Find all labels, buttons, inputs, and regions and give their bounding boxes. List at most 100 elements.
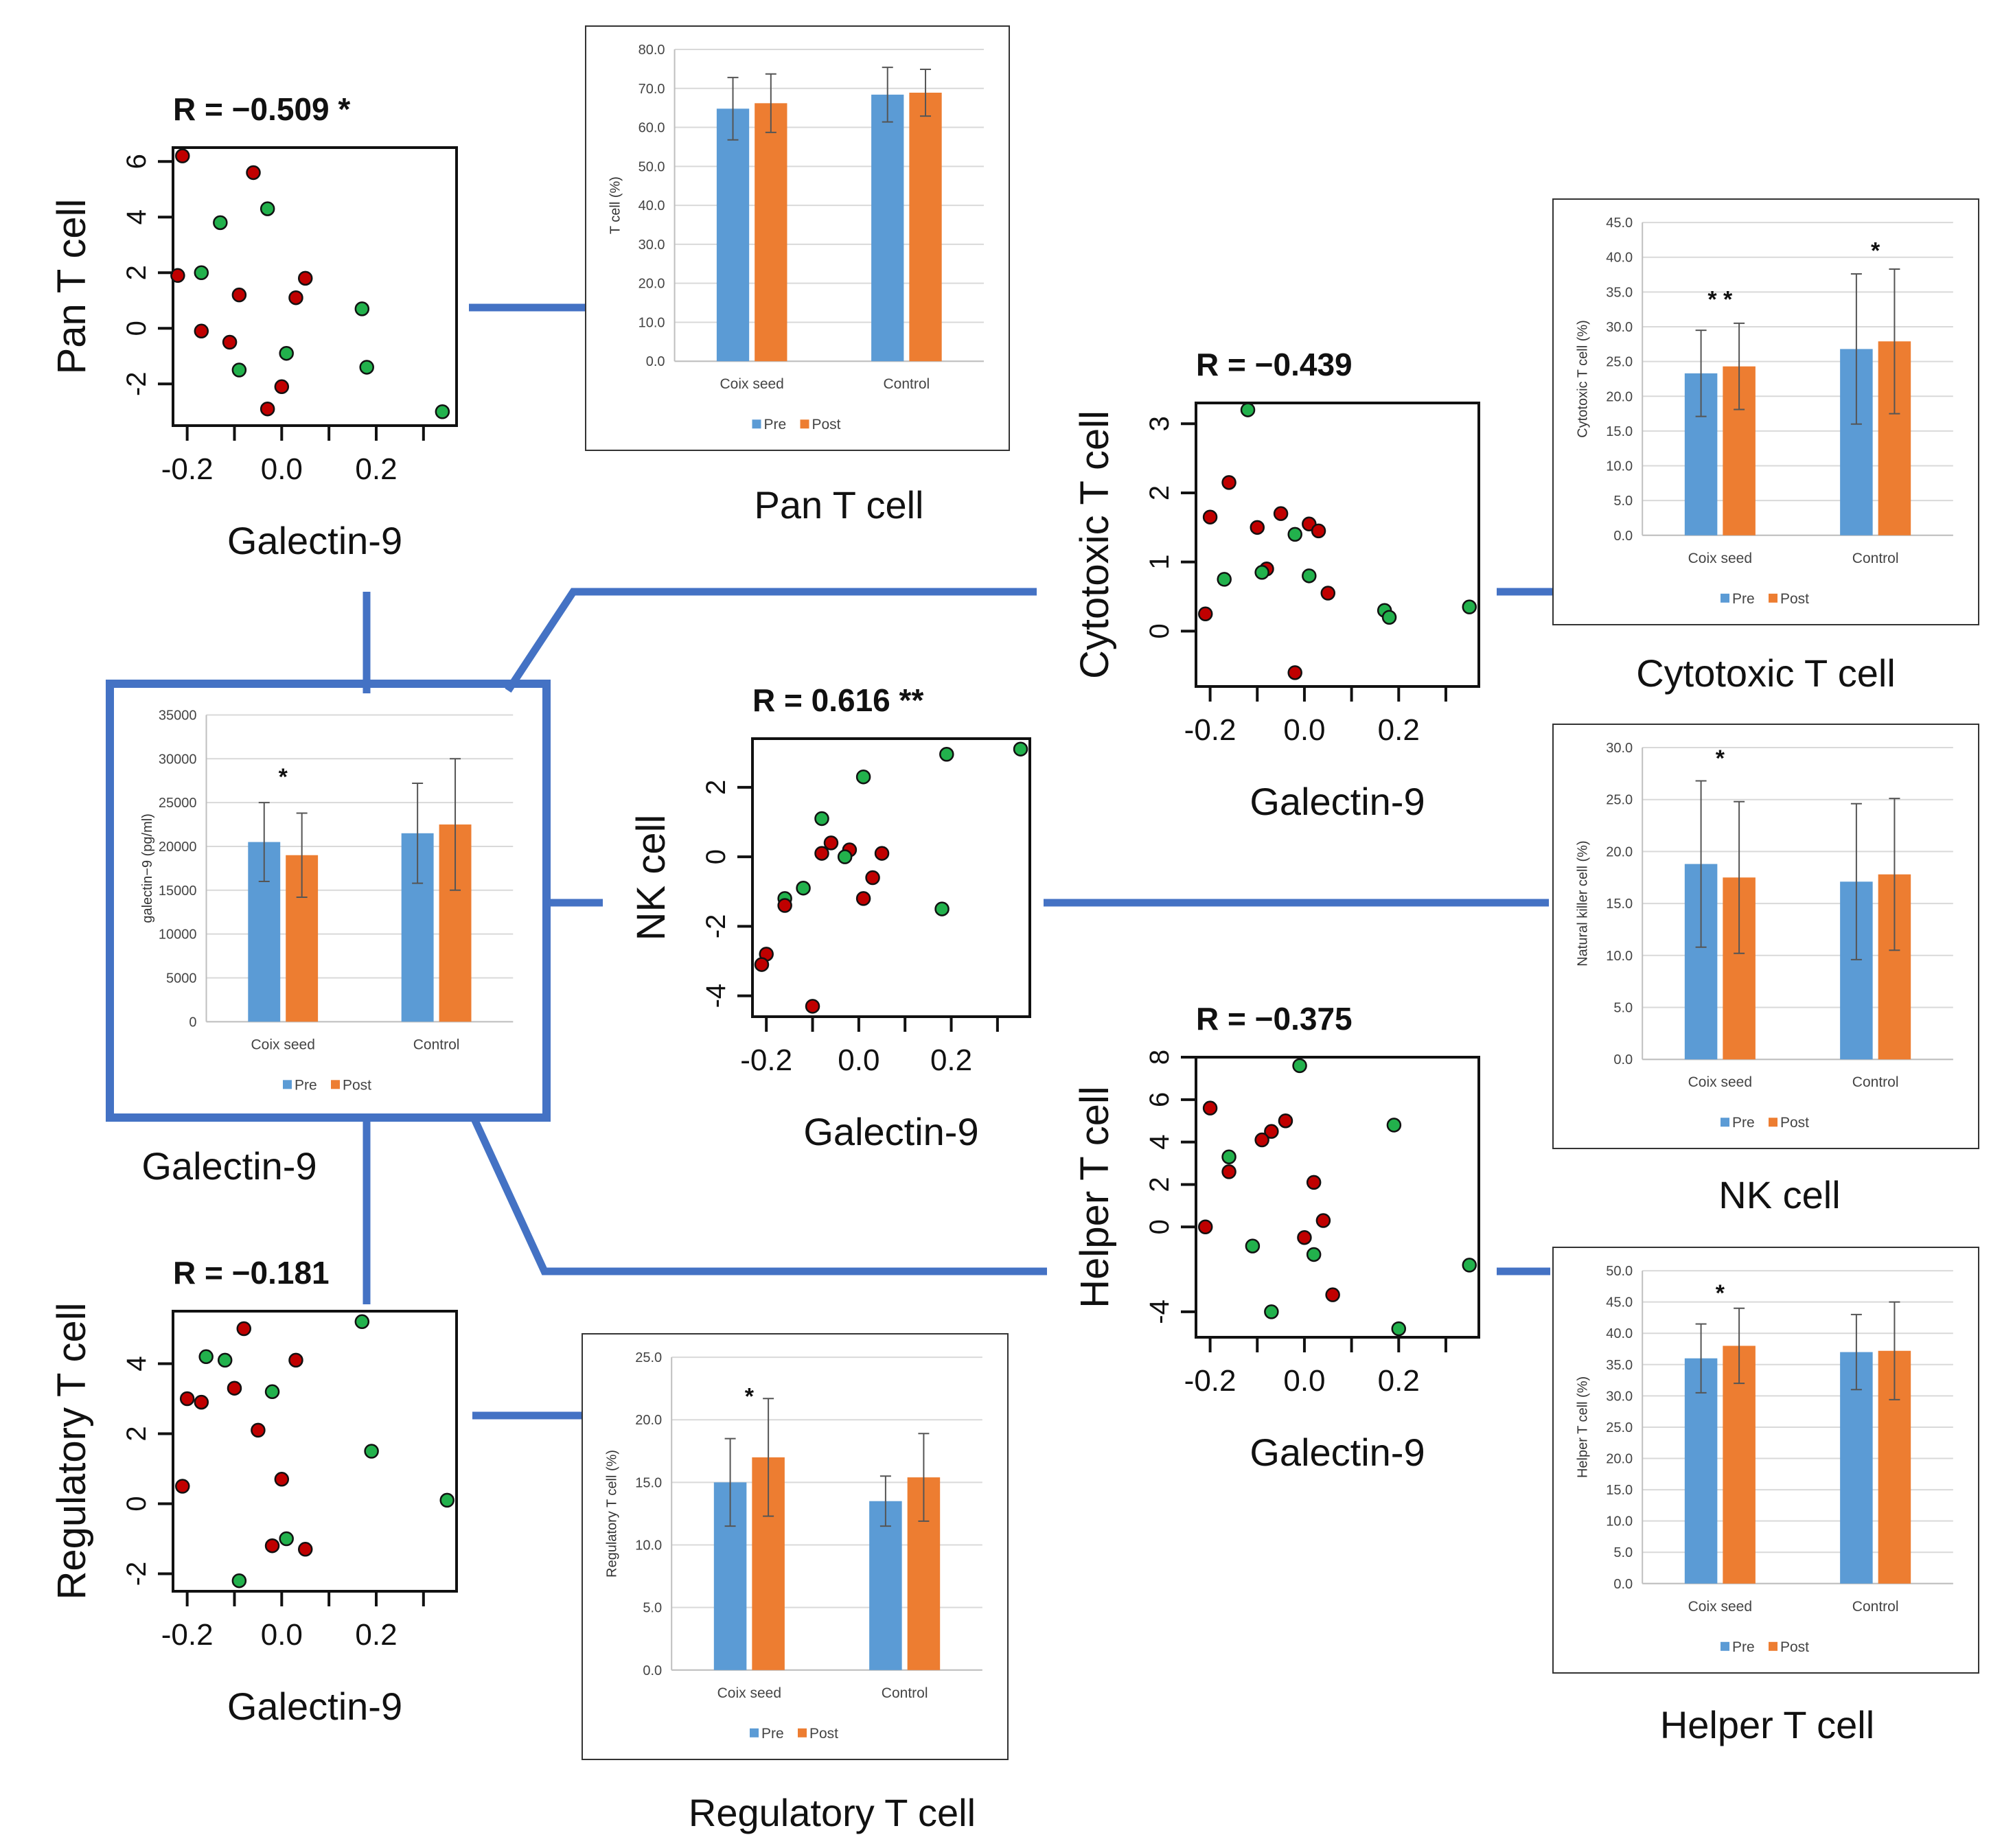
y-axis-label: Helper T cell (1072, 1086, 1117, 1308)
x-tick-label: 0.0 (838, 1043, 879, 1077)
data-point-green (934, 901, 950, 916)
data-point-red (1311, 523, 1326, 539)
x-tick-label: -0.2 (1184, 1364, 1236, 1398)
data-point-red (264, 1538, 280, 1554)
y-tick-label: 70.0 (638, 82, 665, 97)
data-point-red (297, 270, 313, 286)
data-point-green (796, 880, 811, 896)
plot-frame (172, 1310, 458, 1593)
data-point-red (1202, 509, 1218, 524)
data-point-green (1264, 1304, 1279, 1319)
y-tick-label: 40.0 (638, 198, 665, 213)
y-tick-label: 0 (122, 1496, 152, 1511)
y-tick-label: 15.0 (1606, 424, 1633, 439)
data-point-red (194, 323, 209, 339)
data-point-green (1381, 610, 1397, 625)
connectors (363, 303, 1553, 1420)
data-point-green (1254, 565, 1269, 580)
significance-marker: * (1716, 1280, 1725, 1306)
data-point-green (260, 201, 275, 216)
y-tick-label: 10000 (159, 927, 197, 943)
x-tick-label: 0.0 (261, 1618, 303, 1652)
data-point-green (1462, 599, 1477, 614)
data-point-red (855, 891, 871, 906)
y-tick-label: 25000 (159, 796, 197, 811)
y-tick-label: 0.0 (1613, 529, 1633, 544)
y-tick-label: 10.0 (1606, 459, 1633, 474)
y-tick-label: 6 (122, 154, 152, 169)
y-tick-label: 30.0 (638, 238, 665, 253)
legend-label-post: Post (343, 1077, 371, 1093)
data-point-red (260, 401, 275, 417)
data-point-green (194, 265, 209, 280)
data-point-green (837, 849, 853, 864)
x-category-label: Control (413, 1037, 460, 1052)
data-point-red (1264, 1124, 1279, 1139)
legend-swatch-post (1769, 593, 1777, 603)
y-tick-label: 6 (1144, 1092, 1175, 1107)
x-axis-label: Galectin-9 (227, 1685, 402, 1728)
y-tick-label: 20000 (159, 840, 197, 855)
data-point-green (231, 1573, 247, 1589)
y-tick-label: 0.0 (643, 1663, 662, 1678)
data-point-green (1013, 741, 1028, 756)
data-point-red (754, 957, 770, 972)
y-axis-label: Cytotoxic T cell (%) (1576, 320, 1591, 438)
bar-post (1723, 1345, 1756, 1584)
scatter-panel-nk: -0.2 0.0 0.2 -4 -2 0 2 R = 0.616 ** Galectin-9 NK… (629, 682, 1031, 1153)
data-point-red (297, 1542, 313, 1557)
caption-regulatory-t: Regulatory T cell (689, 1791, 976, 1834)
y-tick-label: 2 (122, 265, 152, 280)
y-tick-label: 5.0 (643, 1601, 662, 1616)
legend-swatch-post (800, 419, 809, 429)
y-tick-label: 2 (701, 780, 731, 795)
y-tick-label: 25.0 (1606, 1420, 1633, 1435)
x-tick-label: -0.2 (1184, 713, 1236, 747)
data-point-green (814, 811, 829, 827)
legend-swatch-post (331, 1080, 340, 1089)
y-tick-label: 35000 (159, 708, 197, 723)
y-tick-label: 25.0 (635, 1350, 662, 1365)
y-tick-label: -4 (1144, 1300, 1175, 1324)
y-tick-label: 20.0 (635, 1413, 662, 1428)
x-category-label: Control (1852, 1599, 1899, 1615)
y-tick-label: 0 (189, 1015, 196, 1030)
data-point-green (1287, 527, 1302, 542)
legend-swatch-post (798, 1728, 807, 1737)
data-point-green (364, 1444, 379, 1459)
data-point-red (777, 898, 792, 913)
data-point-red (1202, 1100, 1218, 1116)
y-tick-label: 0 (1144, 1219, 1175, 1234)
data-point-red (170, 268, 185, 284)
legend-swatch-pre (1721, 1641, 1729, 1651)
bar-panel-regulatory-t: 0.0 5.0 10.0 15.0 20.0 25.0 Coix seed Control * P… (582, 1333, 1009, 1760)
legend-swatch-post (1769, 1118, 1777, 1127)
legend-label-pre: Pre (1732, 591, 1755, 607)
data-point-green (1462, 1258, 1477, 1273)
caption-nk: NK cell (1718, 1173, 1840, 1216)
y-tick-label: 2 (1144, 485, 1175, 500)
data-point-red (179, 1391, 195, 1407)
data-point-red (1320, 586, 1336, 601)
correlation-label: R = −0.375 (1196, 1001, 1353, 1037)
y-tick-label: 35.0 (1606, 1358, 1633, 1373)
data-point-red (1197, 606, 1213, 621)
x-axis-label: Galectin-9 (803, 1110, 978, 1153)
y-tick-label: 10.0 (635, 1538, 662, 1554)
y-axis-label: NK cell (629, 815, 674, 941)
data-point-red (1315, 1213, 1331, 1228)
data-point-green (1306, 1247, 1322, 1262)
y-tick-label: 40.0 (1606, 1326, 1633, 1341)
data-point-red (1221, 475, 1236, 490)
legend-label-post: Post (812, 417, 841, 432)
data-point-red (1325, 1287, 1340, 1302)
scatter-panel-cytotoxic-t: -0.2 0.0 0.2 0 1 2 3 R = −0.439 Galectin-9 Cytoto… (1072, 347, 1480, 823)
x-category-label: Coix seed (1688, 1599, 1752, 1615)
bar-post (909, 93, 942, 362)
x-tick-label: 0.2 (1378, 713, 1420, 747)
y-tick-label: 8 (1144, 1050, 1175, 1065)
y-tick-label: 5.0 (1613, 1545, 1633, 1560)
significance-marker: * (745, 1384, 755, 1410)
data-point-green (217, 1352, 233, 1368)
